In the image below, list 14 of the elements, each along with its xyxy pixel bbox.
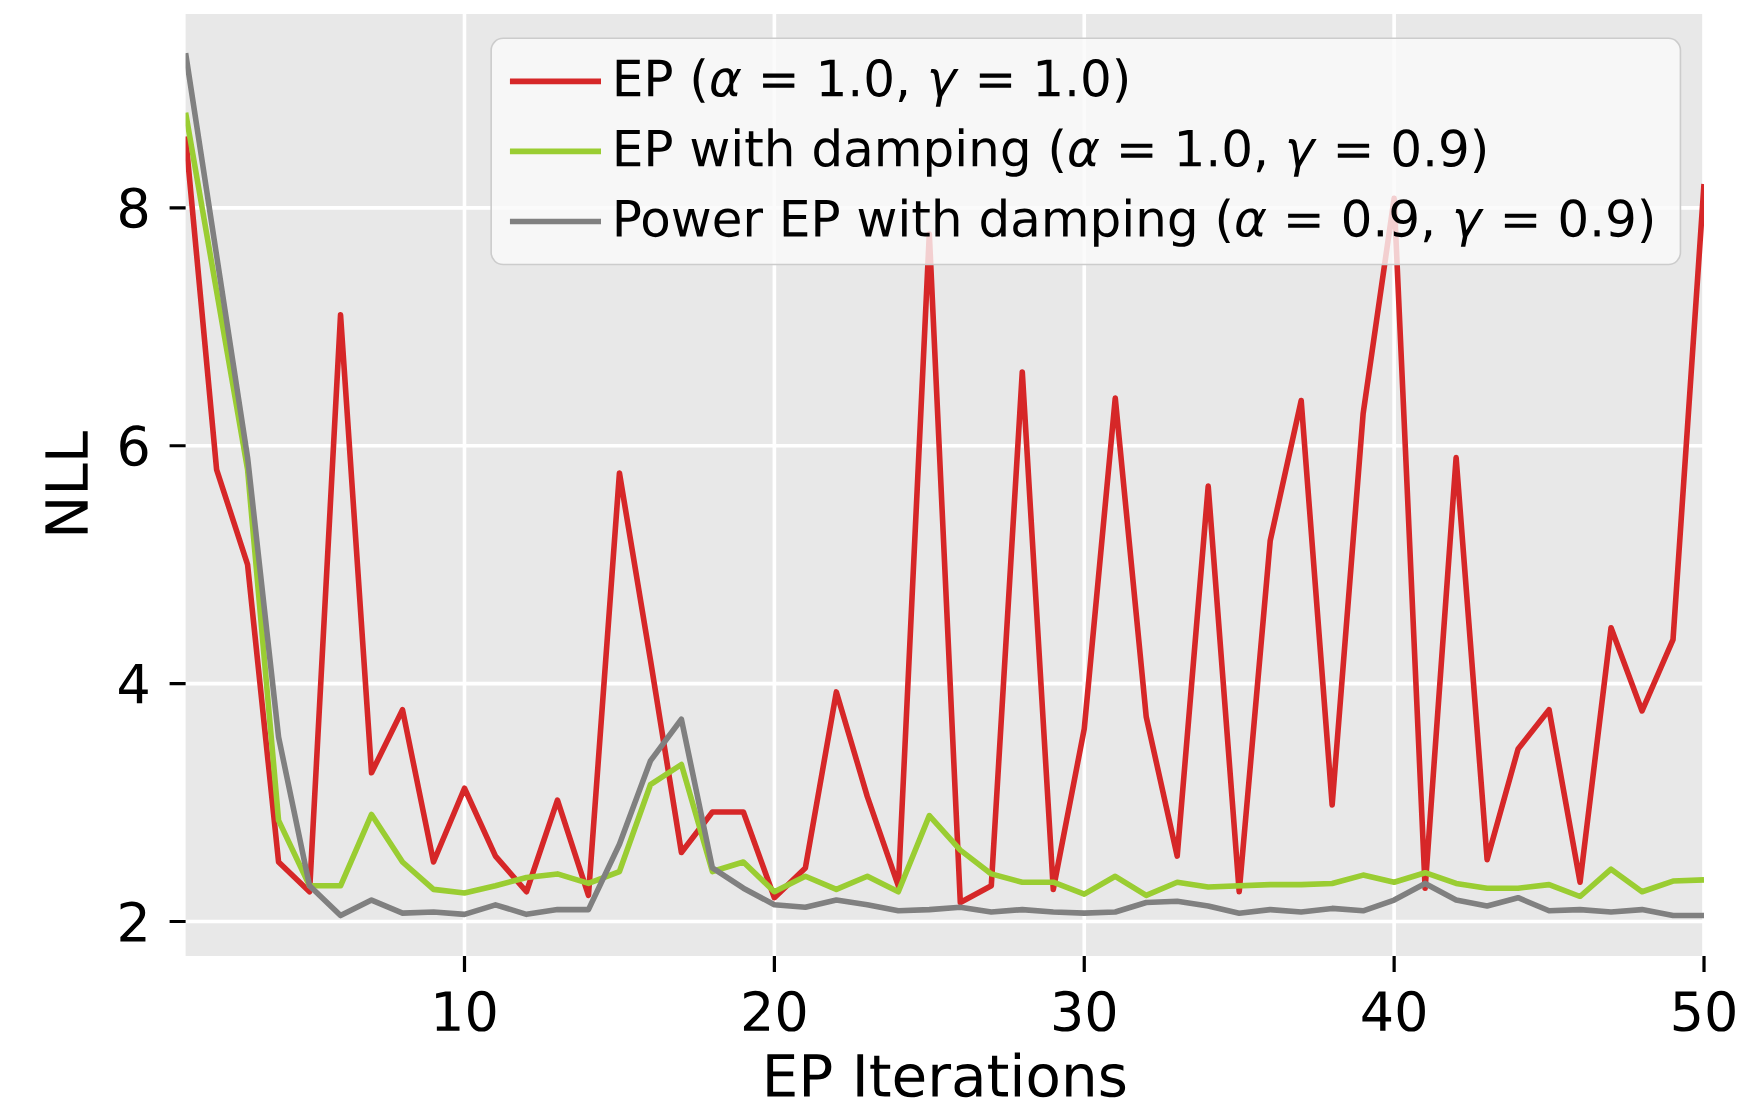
x-tick-label: 40 [1362, 990, 1425, 1032]
y-tick-label: 4 [119, 663, 148, 704]
y-tick-label: 6 [120, 425, 148, 467]
legend-label: EP (α = 1.0, γ = 1.0) [616, 58, 1127, 107]
x-axis-title: EP Iterations [767, 1052, 1126, 1098]
legend-label: EP with damping (α = 1.0, γ = 0.9) [616, 128, 1485, 177]
x-tick-label: 50 [1673, 990, 1735, 1032]
x-tick-label: 20 [743, 990, 806, 1032]
y-tick-label: 2 [120, 901, 146, 942]
y-axis-title: NLL [45, 431, 88, 534]
legend-label: Power EP with damping (α = 0.9, γ = 0.9) [616, 198, 1653, 247]
x-tick-label: 30 [1054, 990, 1116, 1032]
y-tick-label: 8 [120, 187, 148, 229]
x-tick-label: 10 [436, 990, 496, 1032]
